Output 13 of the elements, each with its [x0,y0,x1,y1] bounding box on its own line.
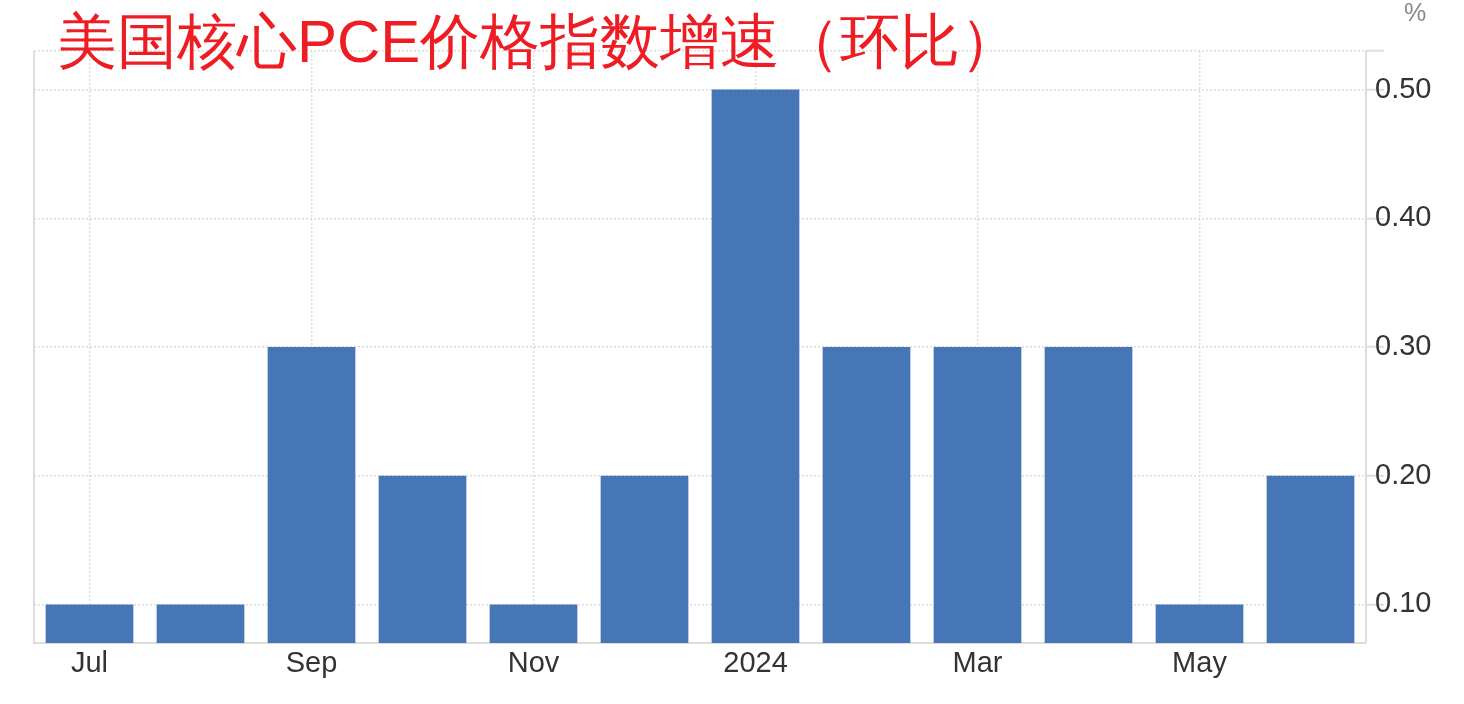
y-tick-label: 0.30 [1375,329,1432,361]
y-axis-title: % [1404,0,1427,27]
x-tick-label: Sep [285,646,338,679]
y-tick-label: 0.10 [1375,586,1432,619]
y-tick-label: 0.40 [1375,200,1432,233]
x-tick-label: Jul [70,646,109,679]
x-tick-label: 2024 [723,646,788,679]
x-tick-label: Mar [952,646,1003,679]
chart-title: 美国核心PCE价格指数增速（环比） [57,8,1021,75]
x-tick-label: Nov [507,646,560,679]
y-tick-label: 0.20 [1375,457,1432,490]
y-tick-label: 0.50 [1375,71,1432,104]
x-tick-label: May [1172,646,1228,679]
